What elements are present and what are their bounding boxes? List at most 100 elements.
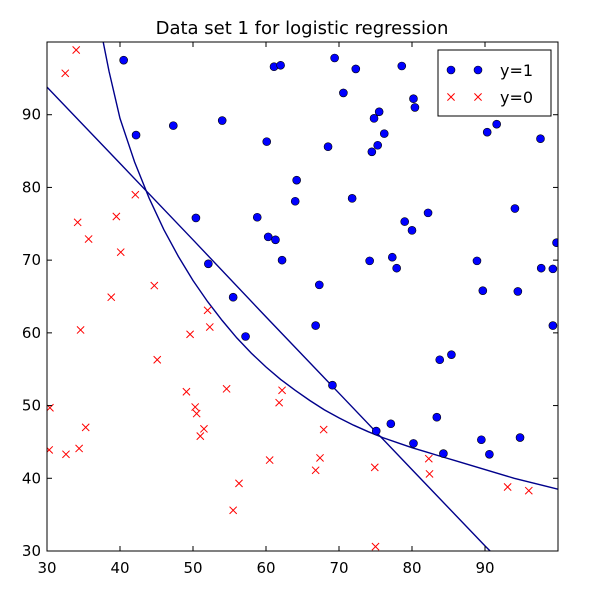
data-point-y1 xyxy=(204,259,213,269)
data-point-y0 xyxy=(107,293,116,302)
data-point-y1 xyxy=(397,61,407,71)
y-tick-label: 60 xyxy=(22,324,41,342)
y-tick-label: 80 xyxy=(22,178,41,196)
data-point-y1 xyxy=(478,286,488,295)
data-point-y0 xyxy=(425,469,434,478)
data-point-y1 xyxy=(262,137,272,146)
chart-title: Data set 1 for logistic regression xyxy=(156,18,449,39)
data-point-y0 xyxy=(61,69,70,78)
data-point-y1 xyxy=(228,292,238,302)
data-point-y1 xyxy=(271,235,280,245)
data-point-y0 xyxy=(76,325,85,334)
data-point-y0 xyxy=(182,387,191,396)
data-point-y1 xyxy=(435,355,445,365)
legend-label-y0: y=0 xyxy=(500,88,533,107)
data-point-y0 xyxy=(370,463,379,472)
data-point-y1 xyxy=(409,439,418,448)
data-point-y1 xyxy=(447,350,456,359)
data-point-y0 xyxy=(84,235,93,244)
legend-box xyxy=(437,49,552,117)
x-tick-label: 80 xyxy=(402,559,421,577)
legend: y=1y=0 xyxy=(437,49,552,117)
data-point-y1 xyxy=(485,449,494,459)
data-point-y0 xyxy=(75,444,84,453)
data-point-y1 xyxy=(323,142,333,152)
data-point-y0 xyxy=(153,355,162,364)
data-point-y0 xyxy=(203,306,212,315)
data-point-y1 xyxy=(119,55,128,65)
x-tick-label: 50 xyxy=(183,559,202,577)
data-point-y1 xyxy=(131,130,141,140)
data-point-y1 xyxy=(365,256,374,266)
data-point-y1 xyxy=(432,412,442,422)
data-point-y1 xyxy=(407,226,417,235)
data-point-y1 xyxy=(515,433,525,442)
data-point-y0 xyxy=(72,46,81,54)
data-point-y1 xyxy=(548,321,558,330)
axes: 30 40 50 60 70 80 90 30 40 50 60 70 80 90 xyxy=(22,41,559,577)
data-point-y1 xyxy=(339,88,348,98)
data-point-y0 xyxy=(186,330,195,339)
nonlinear-boundary-curve xyxy=(102,42,558,490)
data-point-y0 xyxy=(191,403,200,411)
data-point-y1 xyxy=(241,332,250,341)
legend-marker-y1 xyxy=(473,65,483,75)
data-point-y1 xyxy=(369,114,379,123)
data-point-y0 xyxy=(235,479,243,488)
data-point-y0 xyxy=(205,323,214,331)
data-point-y0 xyxy=(275,398,284,407)
legend-label-y1: y=1 xyxy=(500,61,533,80)
legend-marker-y0 xyxy=(474,93,482,101)
y-tick-label: 30 xyxy=(22,542,41,560)
y-tick-label: 70 xyxy=(22,251,41,269)
y-tick-label: 40 xyxy=(22,469,41,487)
data-point-y1 xyxy=(477,435,486,445)
plot-frame xyxy=(46,41,559,552)
data-point-y1 xyxy=(347,194,357,203)
data-point-y1 xyxy=(439,449,448,458)
data-point-y0 xyxy=(371,542,380,551)
data-point-y0 xyxy=(278,386,287,395)
data-point-y1 xyxy=(423,208,433,218)
data-point-y0 xyxy=(112,212,121,221)
data-point-y1 xyxy=(400,217,410,226)
data-point-y0 xyxy=(192,409,201,418)
data-point-y1 xyxy=(392,263,401,273)
data-point-y1 xyxy=(379,129,389,138)
data-point-y1 xyxy=(292,175,301,185)
linear-boundary-line xyxy=(47,86,491,551)
data-point-y0 xyxy=(316,453,324,462)
data-point-y1 xyxy=(168,121,178,130)
data-point-y1 xyxy=(552,238,558,247)
plot-area xyxy=(47,42,558,551)
y-tick-label: 50 xyxy=(22,397,41,415)
data-point-y0 xyxy=(62,450,70,459)
data-point-y0 xyxy=(47,445,54,454)
data-point-y1 xyxy=(492,119,501,129)
data-point-y1 xyxy=(371,426,381,436)
data-point-y0 xyxy=(199,424,208,433)
x-tick-label: 60 xyxy=(256,559,275,577)
data-point-y1 xyxy=(311,321,320,330)
x-tick-label: 90 xyxy=(475,559,494,577)
data-point-y1 xyxy=(410,103,420,112)
data-point-y1 xyxy=(536,263,546,273)
data-point-y1 xyxy=(374,107,384,117)
data-point-y1 xyxy=(328,380,337,390)
data-point-y1 xyxy=(351,64,361,74)
data-point-y0 xyxy=(150,281,159,290)
data-point-y0 xyxy=(311,466,320,475)
data-point-y0 xyxy=(81,423,90,432)
data-point-y1 xyxy=(513,287,523,296)
data-point-y1 xyxy=(191,213,201,223)
data-point-y0 xyxy=(265,456,274,465)
data-point-y1 xyxy=(386,419,396,429)
data-point-y0 xyxy=(229,506,238,515)
data-point-y1 xyxy=(252,212,262,222)
data-point-y1 xyxy=(290,196,300,206)
data-point-y0 xyxy=(319,425,328,434)
data-point-y0 xyxy=(116,248,125,257)
data-point-y0 xyxy=(524,486,533,495)
legend-marker-y0 xyxy=(447,93,455,101)
